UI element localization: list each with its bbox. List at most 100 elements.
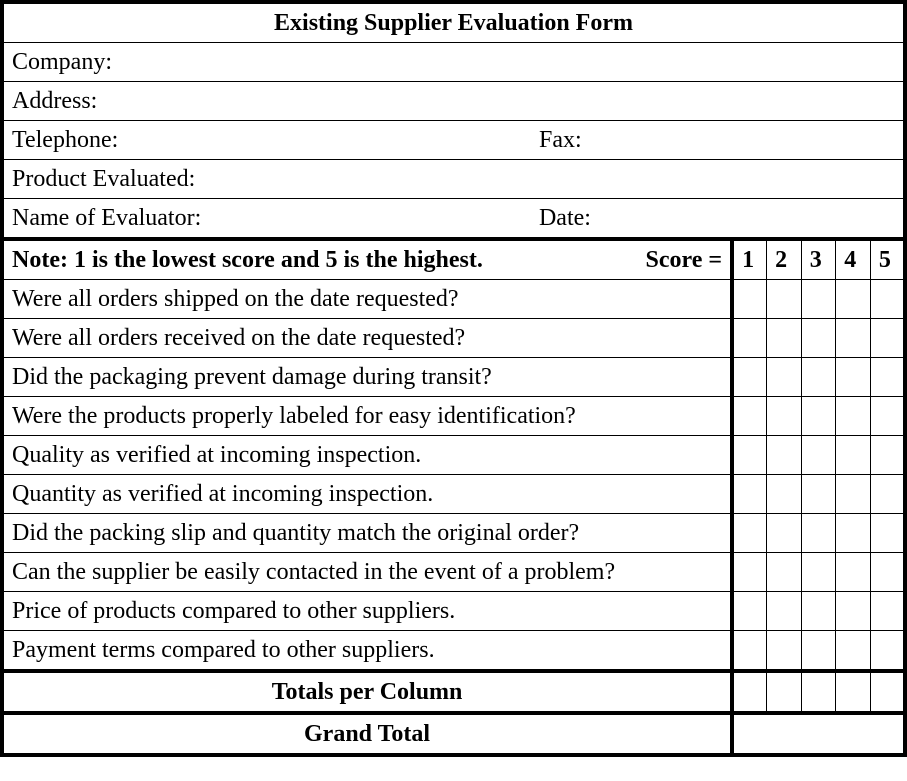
score-cell[interactable] [732, 319, 767, 358]
scoring-note-cell: Note: 1 is the lowest score and 5 is the… [2, 239, 732, 280]
score-cell[interactable] [836, 397, 871, 436]
score-cell[interactable] [870, 592, 905, 631]
company-field[interactable]: Company: [2, 43, 905, 82]
company-row: Company: [2, 43, 905, 82]
score-cell[interactable] [767, 475, 802, 514]
score-cell[interactable] [732, 280, 767, 319]
score-cell[interactable] [870, 553, 905, 592]
totals-cell[interactable] [767, 671, 802, 713]
totals-cell[interactable] [801, 671, 836, 713]
score-cell[interactable] [801, 358, 836, 397]
title-row: Existing Supplier Evaluation Form [2, 2, 905, 43]
question-row: Were the products properly labeled for e… [2, 397, 905, 436]
evaluator-date-row: Name of Evaluator: Date: [2, 199, 905, 240]
score-cell[interactable] [732, 397, 767, 436]
score-cell[interactable] [801, 436, 836, 475]
score-cell[interactable] [870, 397, 905, 436]
question-row: Can the supplier be easily contacted in … [2, 553, 905, 592]
question-row: Were all orders received on the date req… [2, 319, 905, 358]
score-cell[interactable] [801, 319, 836, 358]
score-head-4: 4 [836, 239, 871, 280]
question-text: Quality as verified at incoming inspecti… [2, 436, 732, 475]
score-cell[interactable] [767, 631, 802, 672]
score-cell[interactable] [836, 319, 871, 358]
score-cell[interactable] [801, 397, 836, 436]
score-cell[interactable] [870, 319, 905, 358]
score-cell[interactable] [732, 358, 767, 397]
score-head-2: 2 [767, 239, 802, 280]
score-cell[interactable] [767, 358, 802, 397]
score-cell[interactable] [732, 631, 767, 672]
address-label: Address: [12, 88, 97, 114]
question-row: Quality as verified at incoming inspecti… [2, 436, 905, 475]
score-cell[interactable] [767, 553, 802, 592]
score-cell[interactable] [836, 358, 871, 397]
score-cell[interactable] [732, 475, 767, 514]
address-row: Address: [2, 82, 905, 121]
score-eq: Score = [646, 245, 723, 275]
grand-total-row: Grand Total [2, 713, 905, 755]
score-cell[interactable] [870, 358, 905, 397]
score-cell[interactable] [870, 436, 905, 475]
form-container: Existing Supplier Evaluation Form Compan… [0, 0, 907, 757]
score-cell[interactable] [732, 436, 767, 475]
score-cell[interactable] [836, 280, 871, 319]
score-cell[interactable] [732, 514, 767, 553]
evaluation-form-table: Existing Supplier Evaluation Form Compan… [0, 0, 907, 757]
score-cell[interactable] [836, 592, 871, 631]
totals-cell[interactable] [836, 671, 871, 713]
question-text: Price of products compared to other supp… [2, 592, 732, 631]
question-text: Were all orders received on the date req… [2, 319, 732, 358]
score-cell[interactable] [767, 319, 802, 358]
score-cell[interactable] [870, 280, 905, 319]
score-cell[interactable] [767, 592, 802, 631]
score-cell[interactable] [801, 592, 836, 631]
score-cell[interactable] [732, 553, 767, 592]
totals-per-column-label: Totals per Column [2, 671, 732, 713]
score-cell[interactable] [836, 436, 871, 475]
score-cell[interactable] [767, 436, 802, 475]
question-row: Did the packaging prevent damage during … [2, 358, 905, 397]
question-row: Were all orders shipped on the date requ… [2, 280, 905, 319]
telephone-label: Telephone: [12, 125, 533, 155]
telephone-fax-field[interactable]: Telephone: Fax: [2, 121, 905, 160]
score-cell[interactable] [801, 553, 836, 592]
question-text: Did the packaging prevent damage during … [2, 358, 732, 397]
score-cell[interactable] [801, 514, 836, 553]
product-row: Product Evaluated: [2, 160, 905, 199]
totals-cell[interactable] [732, 671, 767, 713]
score-cell[interactable] [870, 475, 905, 514]
score-cell[interactable] [836, 631, 871, 672]
score-cell[interactable] [767, 514, 802, 553]
telephone-fax-row: Telephone: Fax: [2, 121, 905, 160]
grand-total-cell[interactable] [732, 713, 905, 755]
score-cell[interactable] [801, 280, 836, 319]
totals-cell[interactable] [870, 671, 905, 713]
score-cell[interactable] [801, 475, 836, 514]
score-cell[interactable] [836, 553, 871, 592]
evaluator-date-field[interactable]: Name of Evaluator: Date: [2, 199, 905, 240]
score-head-1: 1 [732, 239, 767, 280]
score-cell[interactable] [767, 280, 802, 319]
score-cell[interactable] [836, 514, 871, 553]
product-field[interactable]: Product Evaluated: [2, 160, 905, 199]
score-cell[interactable] [767, 397, 802, 436]
question-text: Payment terms compared to other supplier… [2, 631, 732, 672]
score-cell[interactable] [732, 592, 767, 631]
score-cell[interactable] [801, 631, 836, 672]
company-label: Company: [12, 49, 112, 75]
question-row: Did the packing slip and quantity match … [2, 514, 905, 553]
address-field[interactable]: Address: [2, 82, 905, 121]
score-cell[interactable] [870, 514, 905, 553]
score-head-5: 5 [870, 239, 905, 280]
evaluator-label: Name of Evaluator: [12, 203, 533, 233]
totals-row: Totals per Column [2, 671, 905, 713]
question-text: Were the products properly labeled for e… [2, 397, 732, 436]
question-text: Were all orders shipped on the date requ… [2, 280, 732, 319]
score-cell[interactable] [870, 631, 905, 672]
date-label: Date: [539, 203, 883, 233]
score-header-row: Note: 1 is the lowest score and 5 is the… [2, 239, 905, 280]
score-cell[interactable] [836, 475, 871, 514]
grand-total-label: Grand Total [2, 713, 732, 755]
question-text: Quantity as verified at incoming inspect… [2, 475, 732, 514]
